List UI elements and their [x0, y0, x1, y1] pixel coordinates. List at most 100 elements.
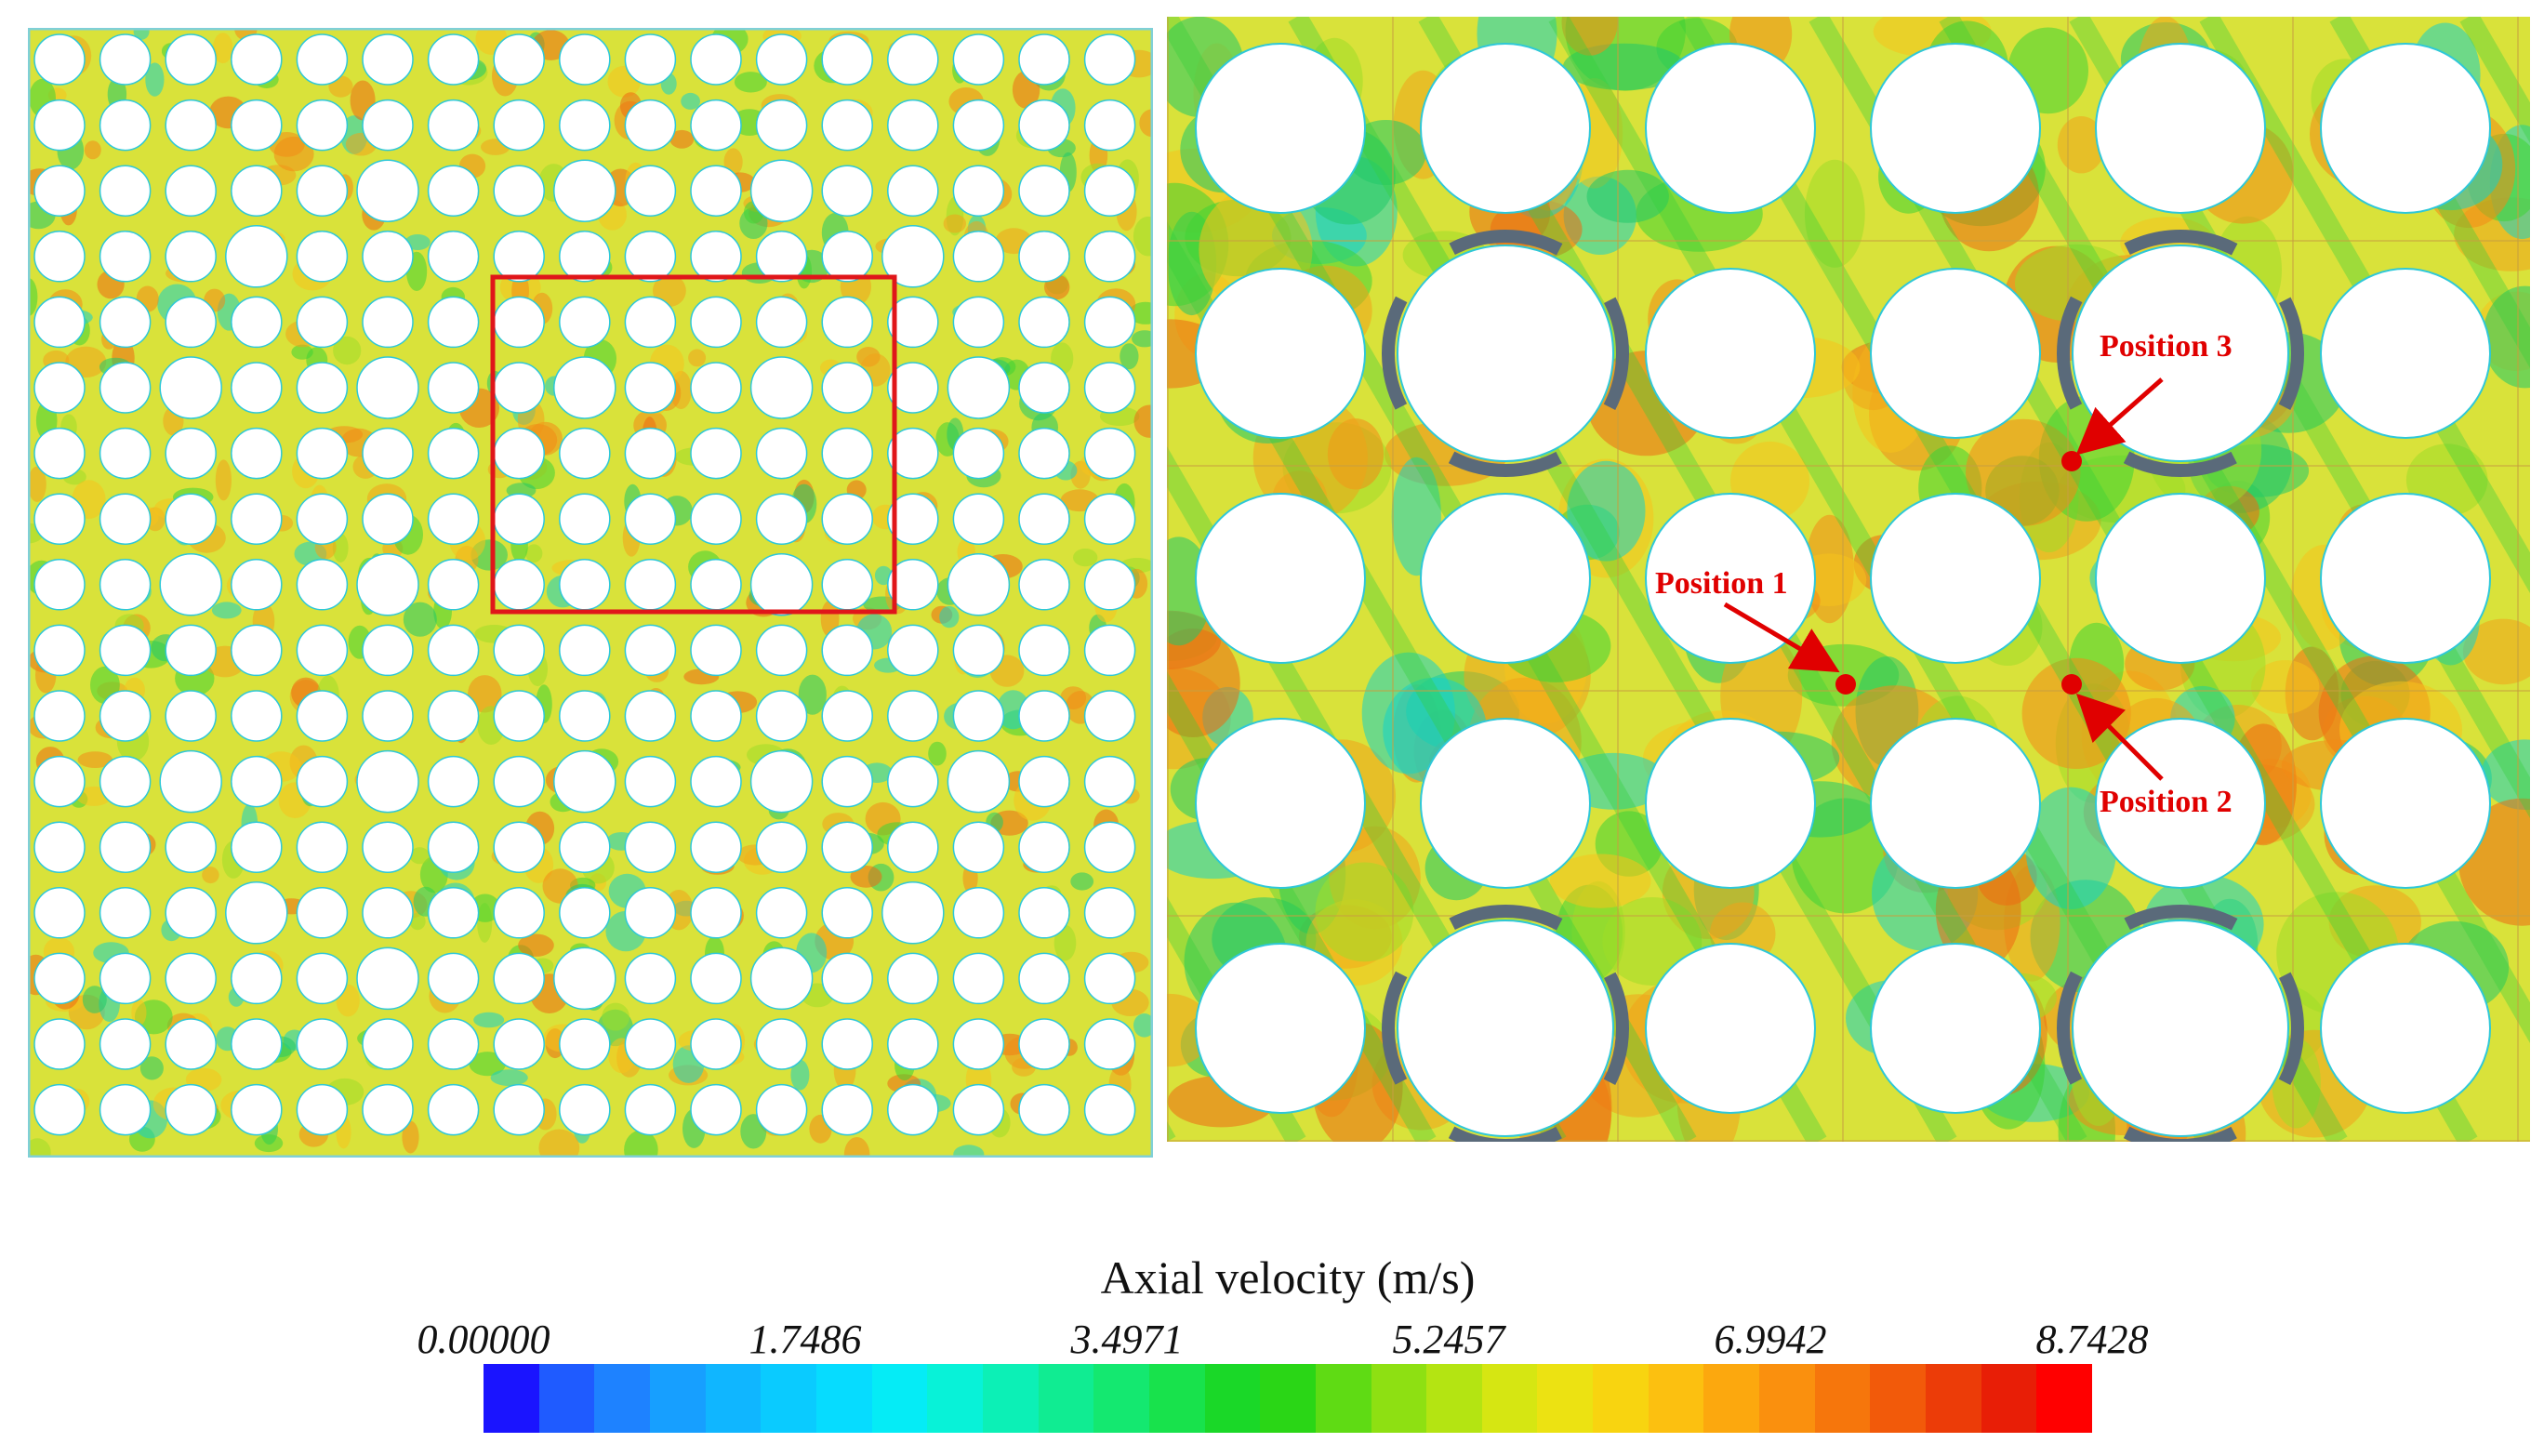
- velocity-blotch: [1586, 169, 1669, 223]
- velocity-blotch: [518, 933, 554, 957]
- zoomed-subchannel-contour: Position 1 Position 2 Position 3: [1167, 17, 2530, 1142]
- fuel-rod: [33, 755, 86, 808]
- fuel-rod: [231, 559, 283, 611]
- fuel-rod: [690, 690, 742, 742]
- guide-tube: [947, 356, 1011, 419]
- guide-tube: [356, 356, 419, 419]
- fuel-rod: [1018, 99, 1070, 152]
- guide-tube: [1397, 245, 1614, 462]
- fuel-rod: [493, 165, 545, 217]
- fuel-rod: [493, 690, 545, 742]
- position-3-arrow: [2075, 377, 2164, 456]
- fuel-rod: [559, 493, 611, 545]
- fuel-rod: [1420, 43, 1591, 214]
- fuel-rod: [1083, 296, 1136, 349]
- fuel-rod: [690, 887, 742, 939]
- fuel-rod: [427, 427, 480, 480]
- colorbar-swatch: [1426, 1364, 1482, 1433]
- fuel-rod: [231, 33, 283, 86]
- fuel-rod: [624, 33, 677, 86]
- fuel-rod: [952, 821, 1005, 873]
- fuel-rod: [99, 165, 152, 217]
- velocity-blotch: [1133, 1013, 1153, 1038]
- fuel-rod: [821, 362, 873, 414]
- zoomed-subchannel-svg: Position 1 Position 2 Position 3: [1167, 17, 2530, 1142]
- velocity-blotch: [131, 999, 147, 1026]
- guide-tube: [553, 946, 616, 1011]
- fuel-rod: [33, 362, 86, 414]
- velocity-blotch: [469, 1052, 506, 1077]
- fuel-rod: [296, 887, 349, 939]
- colorbar-tick-label: 5.2457: [1392, 1317, 1505, 1362]
- position-1-arrow: [1723, 602, 1840, 673]
- fuel-rod: [690, 296, 742, 349]
- fuel-rod: [2320, 43, 2491, 214]
- fuel-rod: [690, 99, 742, 152]
- fuel-rod: [1645, 943, 1816, 1114]
- colorbar-swatch: [1703, 1364, 1760, 1433]
- guide-tube: [553, 749, 616, 814]
- colorbar-swatch: [484, 1364, 539, 1433]
- full-assembly-contour: [28, 28, 1153, 1158]
- guide-tube: [356, 159, 419, 222]
- fuel-rod: [821, 296, 873, 349]
- fuel-rod: [33, 821, 86, 873]
- velocity-blotch: [843, 1137, 870, 1158]
- colorbar-swatch: [1870, 1364, 1927, 1433]
- fuel-rod: [690, 33, 742, 86]
- fuel-rod: [33, 99, 86, 152]
- fuel-rod: [231, 1083, 283, 1136]
- fuel-rod: [1870, 43, 2041, 214]
- fuel-rod: [493, 493, 545, 545]
- guide-tube: [749, 553, 814, 616]
- fuel-rod: [1083, 952, 1136, 1005]
- fuel-rod: [2095, 493, 2266, 664]
- velocity-blotch: [939, 605, 960, 629]
- fuel-rod: [887, 296, 939, 349]
- fuel-rod: [33, 493, 86, 545]
- fuel-rod: [690, 362, 742, 414]
- fuel-rod: [887, 821, 939, 873]
- colorbar-swatch: [2036, 1364, 2093, 1433]
- velocity-blotch: [145, 62, 165, 97]
- colorbar-swatch: [1926, 1364, 1981, 1433]
- fuel-rod: [33, 165, 86, 217]
- fuel-rod: [99, 1018, 152, 1070]
- fuel-rod: [427, 165, 480, 217]
- colorbar-swatch: [871, 1364, 928, 1433]
- fuel-rod: [1083, 427, 1136, 480]
- fuel-rod: [165, 624, 217, 677]
- fuel-rod: [99, 99, 152, 152]
- fuel-rod: [559, 427, 611, 480]
- mixing-vane: [1382, 230, 1629, 477]
- fuel-rod: [624, 624, 677, 677]
- fuel-rod: [755, 493, 808, 545]
- fuel-rod: [427, 99, 480, 152]
- fuel-rod: [165, 1018, 217, 1070]
- fuel-rod: [821, 493, 873, 545]
- fuel-rod: [624, 887, 677, 939]
- fuel-rod: [427, 493, 480, 545]
- fuel-rod: [2320, 943, 2491, 1114]
- fuel-rod: [493, 755, 545, 808]
- fuel-rod: [231, 821, 283, 873]
- velocity-blotch: [1132, 330, 1153, 348]
- fuel-rod: [755, 887, 808, 939]
- fuel-rod: [1083, 821, 1136, 873]
- fuel-rod: [1018, 887, 1070, 939]
- fuel-rod: [821, 755, 873, 808]
- velocity-blotch: [1073, 549, 1098, 567]
- fuel-rod: [821, 1083, 873, 1136]
- fuel-rod: [821, 887, 873, 939]
- fuel-rod: [362, 887, 414, 939]
- fuel-rod: [1018, 821, 1070, 873]
- fuel-rod: [296, 559, 349, 611]
- fuel-rod: [821, 231, 873, 283]
- fuel-rod: [362, 690, 414, 742]
- fuel-rod: [559, 624, 611, 677]
- velocity-blotch: [1315, 862, 1414, 962]
- fuel-rod: [1083, 33, 1136, 86]
- velocity-blotch: [1549, 854, 1651, 908]
- velocity-blotch: [1167, 629, 1240, 737]
- fuel-rod: [231, 690, 283, 742]
